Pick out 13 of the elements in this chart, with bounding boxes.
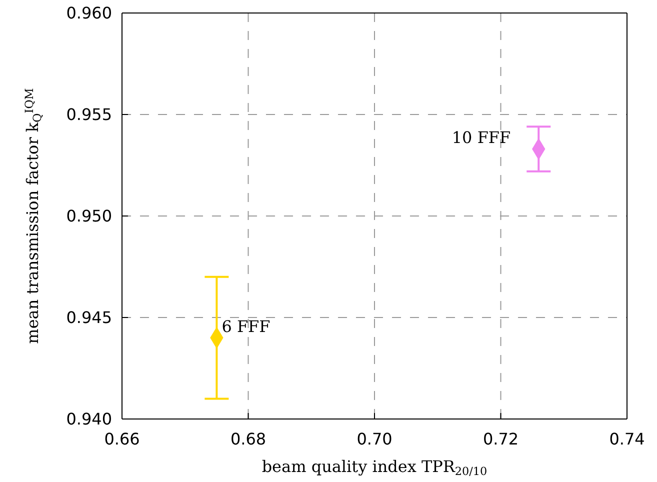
y-tick-label: 0.955 — [66, 105, 112, 124]
x-tick-label: 0.66 — [104, 429, 140, 448]
series-label: 10 FFF — [452, 128, 511, 148]
y-tick-label: 0.945 — [66, 308, 112, 328]
y-tick-label: 0.950 — [66, 206, 112, 226]
series-label: 6 FFF — [222, 316, 270, 336]
x-axis-title: beam quality index TPR$_{20/10}$ — [262, 457, 488, 478]
y-tick-label: 0.940 — [66, 410, 112, 429]
x-tick-label: 0.72 — [482, 429, 519, 448]
x-tick-label: 0.68 — [230, 429, 266, 448]
x-tick-label: 0.70 — [356, 429, 392, 448]
y-tick-label: 0.960 — [66, 4, 112, 23]
x-tick-label: 0.74 — [609, 429, 645, 448]
